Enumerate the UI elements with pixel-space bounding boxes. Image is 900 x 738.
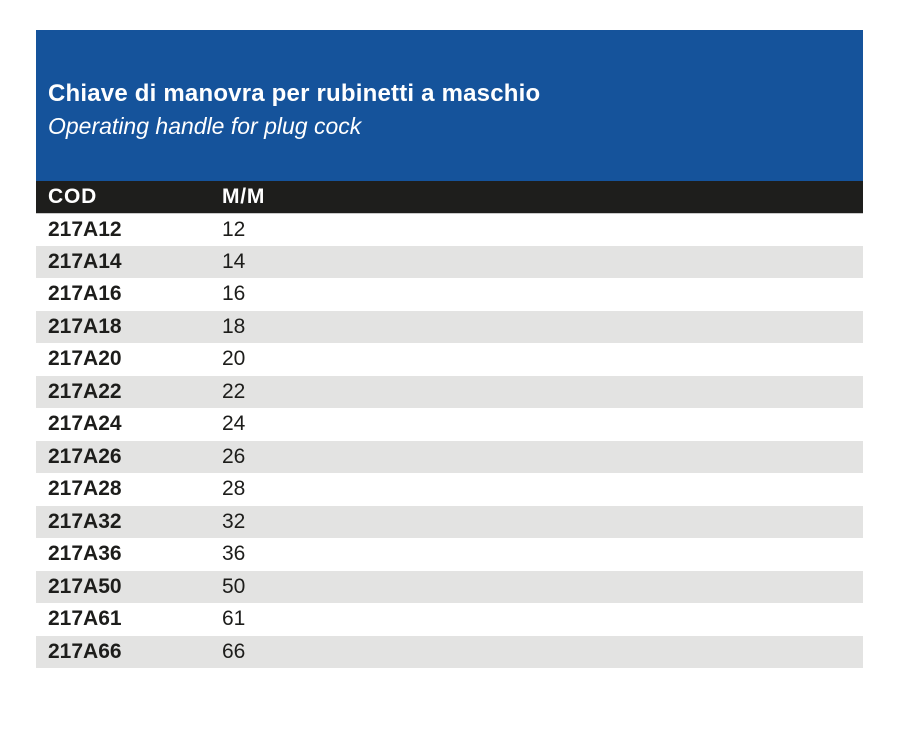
mm-cell: 36 bbox=[222, 542, 246, 566]
cod-cell: 217A26 bbox=[48, 444, 122, 468]
cod-cell: 217A50 bbox=[48, 574, 122, 598]
table-row: 217A26 26 bbox=[36, 440, 863, 473]
product-title-english: Operating handle for plug cock bbox=[48, 113, 362, 140]
mm-cell: 28 bbox=[222, 477, 246, 501]
mm-cell: 61 bbox=[222, 607, 246, 631]
mm-cell: 22 bbox=[222, 379, 246, 403]
table-row: 217A50 50 bbox=[36, 570, 863, 603]
table-row: 217A66 66 bbox=[36, 635, 863, 668]
table-row: 217A22 22 bbox=[36, 375, 863, 408]
table-body: 217A12 12 217A14 14 217A16 16 217A18 18 … bbox=[36, 213, 863, 668]
table-row: 217A28 28 bbox=[36, 473, 863, 506]
product-banner: Chiave di manovra per rubinetti a maschi… bbox=[36, 30, 863, 181]
mm-cell: 18 bbox=[222, 314, 246, 338]
cod-cell: 217A20 bbox=[48, 347, 122, 371]
mm-cell: 50 bbox=[222, 574, 246, 598]
cod-cell: 217A16 bbox=[48, 282, 122, 306]
mm-cell: 16 bbox=[222, 282, 246, 306]
cod-cell: 217A28 bbox=[48, 477, 122, 501]
cod-cell: 217A18 bbox=[48, 314, 122, 338]
table-header-row: COD M/M bbox=[36, 181, 863, 214]
table-header-cod: COD bbox=[36, 181, 222, 214]
table-row: 217A61 61 bbox=[36, 603, 863, 636]
table-row: 217A24 24 bbox=[36, 408, 863, 441]
mm-cell: 20 bbox=[222, 347, 246, 371]
table-row: 217A14 14 bbox=[36, 245, 863, 278]
table-row: 217A32 32 bbox=[36, 505, 863, 538]
mm-cell: 24 bbox=[222, 412, 246, 436]
table-header-mm: M/M bbox=[222, 181, 863, 214]
mm-cell: 14 bbox=[222, 249, 246, 273]
cod-cell: 217A12 bbox=[48, 217, 122, 241]
cod-cell: 217A14 bbox=[48, 249, 122, 273]
table-row: 217A16 16 bbox=[36, 278, 863, 311]
cod-cell: 217A66 bbox=[48, 639, 122, 663]
catalog-sheet: Chiave di manovra per rubinetti a maschi… bbox=[36, 30, 863, 668]
mm-cell: 32 bbox=[222, 509, 246, 533]
mm-cell: 12 bbox=[222, 217, 246, 241]
mm-cell: 26 bbox=[222, 444, 246, 468]
cod-cell: 217A24 bbox=[48, 412, 122, 436]
table-row: 217A18 18 bbox=[36, 310, 863, 343]
product-table: COD M/M 217A12 12 217A14 14 217A16 16 21… bbox=[36, 181, 863, 668]
cod-cell: 217A36 bbox=[48, 542, 122, 566]
cod-cell: 217A61 bbox=[48, 607, 122, 631]
cod-cell: 217A22 bbox=[48, 379, 122, 403]
cod-cell: 217A32 bbox=[48, 509, 122, 533]
table-row: 217A20 20 bbox=[36, 343, 863, 376]
table-row: 217A36 36 bbox=[36, 538, 863, 571]
table-row: 217A12 12 bbox=[36, 213, 863, 246]
product-title-italian: Chiave di manovra per rubinetti a maschi… bbox=[48, 80, 541, 108]
mm-cell: 66 bbox=[222, 639, 246, 663]
